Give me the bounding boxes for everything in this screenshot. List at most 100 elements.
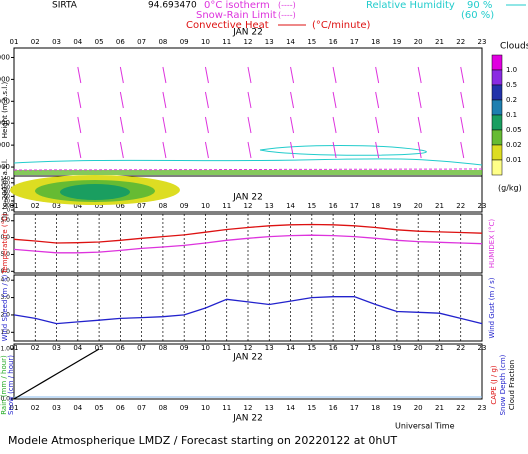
wind-arrow (375, 141, 380, 159)
footer: Modele Atmospherique LMDZ / Forecast sta… (8, 434, 397, 447)
hour-label: 19 (392, 344, 401, 352)
colorbar-label: 0.05 (506, 126, 522, 134)
wind-arrow (290, 91, 295, 109)
wind-arrow (460, 116, 465, 134)
colorbar-cell (491, 144, 503, 161)
hour-label: 08 (158, 344, 167, 352)
y-tick-label: 120 (0, 180, 10, 186)
y-tick-label: -10.0 (0, 268, 10, 275)
axis-label: Snow Depth (cm) (499, 354, 507, 415)
hour-label: 05 (95, 38, 104, 46)
hour-label: 19 (392, 202, 401, 210)
hour-label: 05 (95, 344, 104, 352)
y-tick-label: 0.0 (0, 234, 10, 241)
y-tick-label: 7000 (0, 97, 10, 105)
hour-label: 03 (52, 202, 61, 210)
hour-label: 16 (329, 404, 338, 412)
legend-title: Clouds (500, 42, 528, 52)
hour-label: 17 (350, 38, 359, 46)
axis-label: Height (m a.s.l.) (1, 82, 9, 139)
hour-label: 06 (116, 38, 125, 46)
hour-label: 02 (31, 202, 40, 210)
axis-label: Temperature (°C) (1, 213, 9, 275)
wind-arrow (460, 91, 465, 109)
y-tick-label: 1000 (0, 163, 10, 171)
hour-label: 12 (244, 202, 253, 210)
hour-label: 21 (435, 344, 444, 352)
hour-label: 02 (31, 38, 40, 46)
wind-arrow (162, 66, 167, 84)
y-tick-label: 20 (4, 203, 10, 209)
y-tick-label: 2.0 (0, 311, 10, 318)
hour-label: 08 (158, 38, 167, 46)
axis-label: Wind Gust (m / s) (488, 277, 496, 338)
hour-label: 22 (456, 38, 465, 46)
hour-label: 20 (414, 344, 423, 352)
convective: Convective Heat (186, 20, 269, 31)
hour-label: 15 (307, 202, 316, 210)
wind-arrow (204, 116, 209, 134)
wind-arrow (162, 141, 167, 159)
hour-label: 21 (435, 38, 444, 46)
hour-label: 20 (414, 202, 423, 210)
hour-label: 12 (244, 38, 253, 46)
wind-arrow (460, 66, 465, 84)
axis-label: Up to 200 m a.s.l. (1, 159, 9, 221)
rh-contour (13, 158, 483, 166)
isotherm: 0°C isotherm (204, 0, 270, 11)
hour-label: 22 (456, 344, 465, 352)
hour-label: 11 (222, 344, 231, 352)
y-tick-label: 80 (4, 189, 10, 195)
y-tick-label: 11000 (0, 53, 10, 61)
cloud-area (60, 184, 130, 200)
hour-label: 14 (286, 38, 295, 46)
hour-label: 06 (116, 202, 125, 210)
coord: 94.693470 (148, 1, 197, 11)
wind-arrow (119, 141, 124, 159)
line-series (13, 234, 483, 254)
hour-label: 07 (137, 344, 146, 352)
y-tick-label: 0.0 (0, 396, 10, 403)
hour-label: 21 (435, 202, 444, 210)
hour-label: 04 (73, 38, 82, 46)
wind-arrow (332, 141, 337, 159)
hour-label: 13 (265, 344, 274, 352)
wind-arrow (77, 116, 82, 134)
wind-arrow (417, 141, 422, 159)
colorbar-cell (491, 84, 503, 101)
rh-60: (60 %) (461, 10, 494, 21)
colorbar-cell (491, 159, 503, 176)
y-tick-label: 140 (0, 176, 10, 182)
cloud-layer (14, 170, 482, 175)
hour-label: 16 (329, 202, 338, 210)
plot-frame (13, 47, 483, 213)
hour-label: 02 (31, 404, 40, 412)
colorbar-cell (491, 99, 503, 116)
wind-arrow (290, 116, 295, 134)
y-tick-label: 0 (7, 208, 10, 214)
wind-arrow (332, 116, 337, 134)
wind-arrow (375, 66, 380, 84)
axis-label: CAPE (J / g) (490, 365, 498, 405)
hour-label: 09 (180, 344, 189, 352)
colorbar-cell (491, 54, 503, 71)
wind-arrow (290, 66, 295, 84)
hour-label: 23 (478, 38, 487, 46)
date-label: JAN 22 (232, 414, 263, 424)
hour-label: 14 (286, 344, 295, 352)
hour-label: 18 (371, 38, 380, 46)
hour-label: 13 (265, 38, 274, 46)
colorbar-label: 0.1 (506, 111, 517, 119)
y-tick-label: 4.0 (0, 277, 10, 284)
hour-label: 04 (73, 202, 82, 210)
hour-label: 09 (180, 404, 189, 412)
hour-label: 06 (116, 344, 125, 352)
colorbar-label: 0.5 (506, 81, 517, 89)
snow-rain-style: (----) (278, 11, 296, 20)
colorbar-label: 0.01 (506, 156, 522, 164)
y-tick-label: 5.0 (0, 217, 10, 224)
hour-label: 20 (414, 38, 423, 46)
hour-label: 08 (158, 404, 167, 412)
